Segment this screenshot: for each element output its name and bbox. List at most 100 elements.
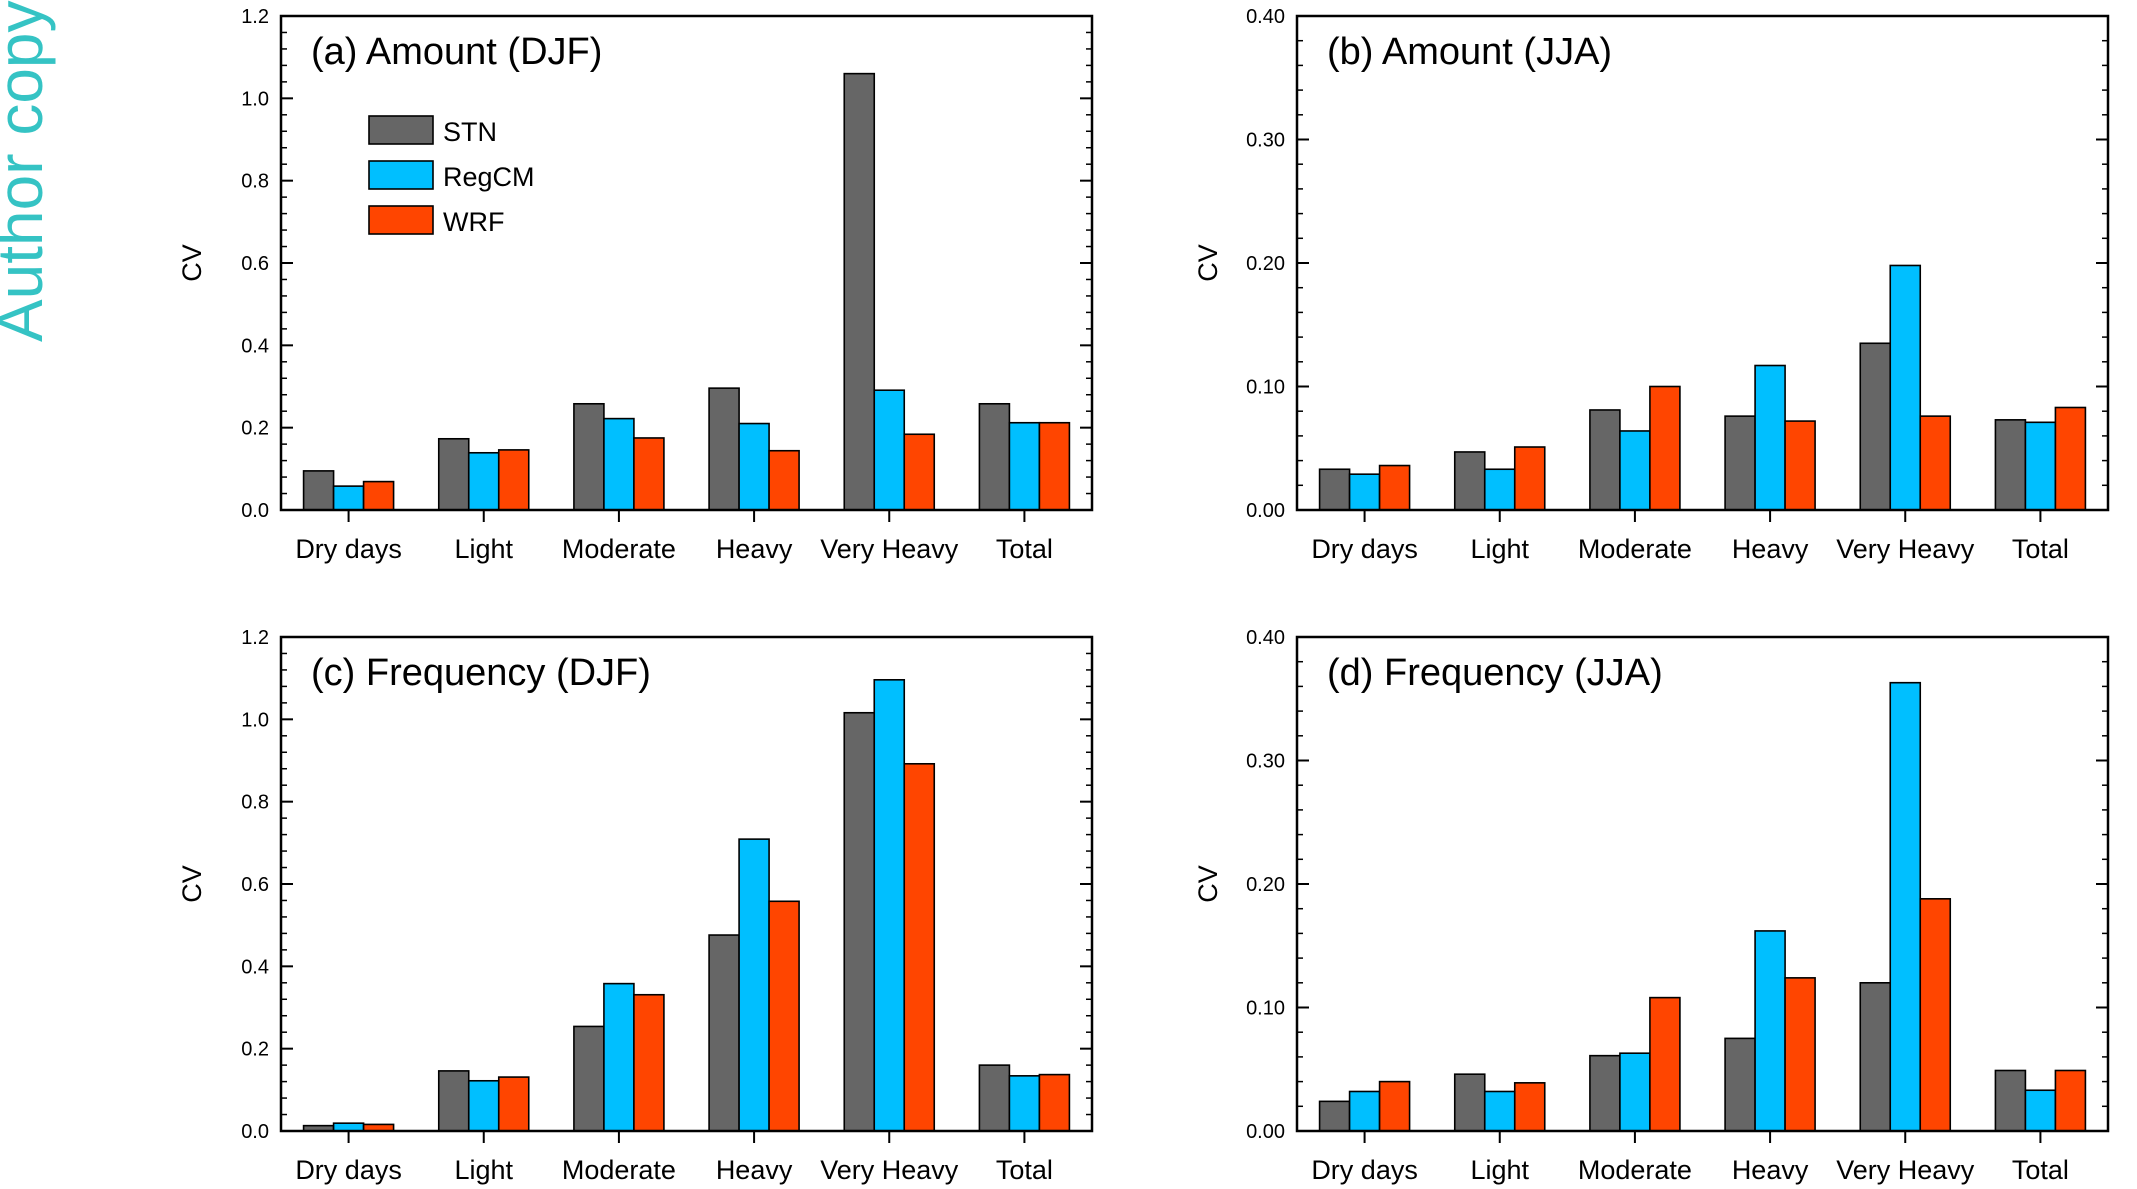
bar-regcm-moderate bbox=[1619, 430, 1651, 511]
y-tick-label: 0.40 bbox=[1246, 6, 1285, 28]
plot-frame bbox=[279, 635, 1094, 1133]
x-category-label: Very Heavy bbox=[820, 534, 959, 564]
y-tick-label: 0.10 bbox=[1246, 998, 1285, 1020]
bar-wrf-moderate bbox=[633, 993, 665, 1132]
bar-stn-very-heavy bbox=[1859, 981, 1892, 1132]
y-tick-label: 0.8 bbox=[241, 792, 269, 814]
bar-stn-very-heavy bbox=[1859, 342, 1892, 511]
y-tick-label: 1.0 bbox=[241, 709, 269, 731]
bar-wrf-heavy bbox=[1784, 420, 1816, 511]
bar-regcm-very-heavy bbox=[873, 679, 906, 1132]
bar-wrf-total bbox=[2054, 1069, 2087, 1132]
bar-wrf-moderate bbox=[1649, 996, 1681, 1132]
bar-regcm-dry-days bbox=[1348, 1090, 1381, 1132]
bar-wrf-very-heavy bbox=[903, 762, 936, 1132]
y-tick-label: 0.30 bbox=[1246, 751, 1285, 773]
bar-regcm-heavy bbox=[738, 838, 770, 1132]
y-axis-label: CV bbox=[1193, 865, 1223, 903]
bar-stn-dry-days bbox=[1318, 1100, 1351, 1132]
x-category-label: Light bbox=[454, 1155, 513, 1185]
bar-wrf-heavy bbox=[768, 449, 800, 511]
x-category-label: Dry days bbox=[295, 534, 402, 564]
legend: STN RegCM WRF bbox=[368, 115, 535, 237]
x-category-label: Total bbox=[996, 534, 1053, 564]
y-tick-label: 0.8 bbox=[241, 171, 269, 193]
legend-swatch-stn bbox=[368, 115, 434, 145]
bar-regcm-heavy bbox=[1754, 364, 1786, 511]
y-tick-label: 0.4 bbox=[241, 335, 269, 357]
bar-regcm-very-heavy bbox=[1889, 264, 1922, 511]
bar-regcm-moderate bbox=[603, 982, 635, 1132]
x-category-label: Moderate bbox=[562, 1155, 676, 1185]
bar-stn-heavy bbox=[1724, 415, 1756, 511]
bar-wrf-total bbox=[1038, 1073, 1071, 1132]
bar-regcm-light bbox=[467, 451, 500, 511]
bar-wrf-very-heavy bbox=[903, 433, 936, 511]
bar-stn-dry-days bbox=[302, 470, 335, 511]
bar-stn-total bbox=[978, 1064, 1011, 1132]
y-tick-label: 0.6 bbox=[241, 874, 269, 896]
bar-wrf-light bbox=[1513, 1082, 1546, 1132]
y-tick-label: 0.4 bbox=[241, 956, 269, 978]
x-category-label: Moderate bbox=[562, 534, 676, 564]
bar-wrf-light bbox=[497, 449, 530, 511]
bar-wrf-dry-days bbox=[362, 480, 395, 511]
bar-stn-dry-days bbox=[1318, 468, 1351, 511]
bar-regcm-light bbox=[1483, 1090, 1516, 1132]
x-category-label: Moderate bbox=[1578, 1155, 1692, 1185]
y-tick-label: 0.00 bbox=[1246, 1121, 1285, 1143]
plot-frame bbox=[1295, 635, 2110, 1133]
y-tick-label: 1.2 bbox=[241, 627, 269, 649]
y-tick-label: 1.2 bbox=[241, 6, 269, 28]
x-category-label: Heavy bbox=[716, 534, 793, 564]
bar-regcm-total bbox=[1008, 421, 1041, 511]
bar-stn-light bbox=[1453, 1073, 1486, 1132]
bar-regcm-very-heavy bbox=[873, 389, 906, 511]
x-category-label: Very Heavy bbox=[820, 1155, 959, 1185]
y-axis-label: CV bbox=[177, 865, 207, 903]
y-tick-label: 0.6 bbox=[241, 253, 269, 275]
bar-wrf-dry-days bbox=[1378, 1080, 1411, 1132]
plot-frame bbox=[279, 14, 1094, 512]
x-category-label: Total bbox=[2012, 1155, 2069, 1185]
y-tick-label: 0.2 bbox=[241, 418, 269, 440]
x-category-label: Light bbox=[1470, 534, 1529, 564]
y-tick-label: 0.40 bbox=[1246, 627, 1285, 649]
y-axis-label: CV bbox=[1193, 244, 1223, 282]
y-tick-label: 0.30 bbox=[1246, 130, 1285, 152]
panel-b-amount-jja: 0.00 0.10 0.20 0.30 0.40 Dry days Light Moderat… bbox=[1193, 6, 2110, 564]
panel-title: (a) Amount (DJF) bbox=[311, 31, 602, 73]
bar-wrf-very-heavy bbox=[1919, 415, 1952, 511]
bar-regcm-heavy bbox=[1754, 930, 1786, 1132]
bar-stn-total bbox=[978, 402, 1011, 511]
bar-wrf-light bbox=[1513, 446, 1546, 511]
x-category-label: Total bbox=[996, 1155, 1053, 1185]
bar-regcm-heavy bbox=[738, 422, 770, 511]
legend-label-stn: STN bbox=[443, 117, 497, 147]
bar-stn-light bbox=[437, 437, 470, 511]
panel-title: (b) Amount (JJA) bbox=[1327, 31, 1612, 73]
legend-swatch-wrf bbox=[368, 205, 434, 235]
panel-a-amount-djf: 0.0 0.2 0.4 0.6 0.8 1.0 1.2 Dry days Light Modera… bbox=[177, 6, 1094, 564]
x-category-label: Dry days bbox=[1311, 534, 1418, 564]
bar-stn-light bbox=[437, 1070, 470, 1132]
x-category-label: Heavy bbox=[716, 1155, 793, 1185]
bar-stn-heavy bbox=[1724, 1037, 1756, 1132]
x-category-label: Very Heavy bbox=[1836, 534, 1975, 564]
y-tick-label: 1.0 bbox=[241, 88, 269, 110]
bar-wrf-light bbox=[497, 1076, 530, 1132]
x-category-label: Very Heavy bbox=[1836, 1155, 1975, 1185]
bar-stn-moderate bbox=[1589, 1054, 1621, 1132]
bar-stn-moderate bbox=[573, 1025, 605, 1132]
y-tick-label: 0.00 bbox=[1246, 500, 1285, 522]
panel-title: (d) Frequency (JJA) bbox=[1327, 652, 1663, 694]
bar-wrf-heavy bbox=[768, 900, 800, 1132]
bar-regcm-light bbox=[467, 1079, 500, 1132]
x-category-label: Light bbox=[1470, 1155, 1529, 1185]
bar-regcm-dry-days bbox=[1348, 473, 1381, 511]
panel-d-frequency-jja: 0.00 0.10 0.20 0.30 0.40 Dry days Light Moderat… bbox=[1193, 627, 2110, 1185]
legend-label-regcm: RegCM bbox=[443, 162, 535, 192]
x-category-label: Light bbox=[454, 534, 513, 564]
bar-regcm-moderate bbox=[603, 417, 635, 511]
y-tick-label: 0.2 bbox=[241, 1039, 269, 1061]
